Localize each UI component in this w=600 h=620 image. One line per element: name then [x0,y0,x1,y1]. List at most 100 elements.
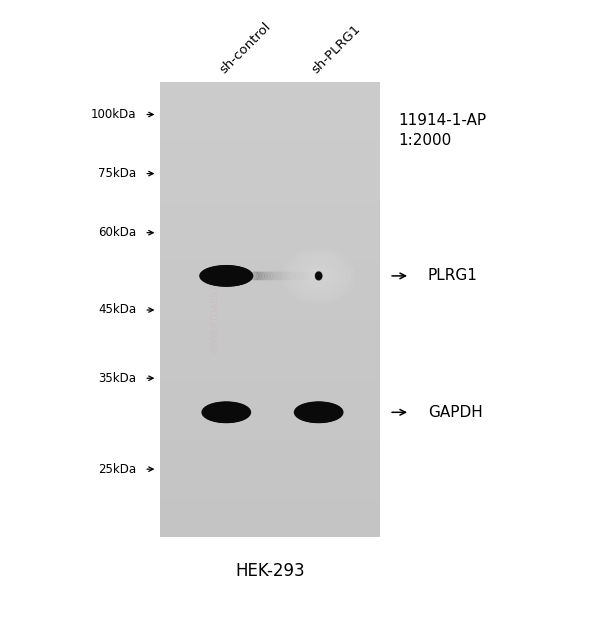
Ellipse shape [201,266,251,286]
Ellipse shape [253,272,262,280]
Ellipse shape [225,275,227,277]
Ellipse shape [295,402,343,423]
Ellipse shape [307,407,331,417]
Ellipse shape [316,272,322,280]
Ellipse shape [316,272,322,280]
Ellipse shape [315,410,323,414]
Ellipse shape [311,409,326,415]
Ellipse shape [315,411,322,414]
Ellipse shape [217,408,236,417]
Text: 45kDa: 45kDa [98,304,137,316]
Ellipse shape [212,270,241,281]
Ellipse shape [295,402,342,422]
Ellipse shape [256,272,265,280]
Ellipse shape [216,272,237,280]
Ellipse shape [206,404,246,421]
Ellipse shape [308,408,329,417]
Ellipse shape [210,270,242,282]
Ellipse shape [214,271,238,281]
Ellipse shape [204,267,248,285]
Text: 25kDa: 25kDa [98,463,137,476]
Ellipse shape [310,409,328,416]
Ellipse shape [220,273,232,278]
Ellipse shape [317,412,320,413]
Ellipse shape [212,406,241,419]
Ellipse shape [218,273,235,279]
Ellipse shape [301,405,336,420]
Ellipse shape [316,273,321,279]
Ellipse shape [212,270,241,281]
Ellipse shape [213,271,239,281]
Ellipse shape [205,404,247,421]
Ellipse shape [217,272,236,280]
Ellipse shape [219,273,233,279]
Ellipse shape [200,265,253,286]
Ellipse shape [209,269,243,283]
Ellipse shape [204,403,248,422]
Ellipse shape [223,411,230,414]
Ellipse shape [222,410,230,414]
Ellipse shape [209,405,243,420]
Ellipse shape [220,273,233,278]
Ellipse shape [310,409,328,416]
Ellipse shape [207,268,245,283]
Ellipse shape [224,412,228,413]
Ellipse shape [305,407,332,418]
Ellipse shape [317,273,320,278]
Ellipse shape [311,409,326,415]
Ellipse shape [316,272,322,280]
Ellipse shape [202,402,250,423]
Ellipse shape [316,272,322,280]
Ellipse shape [205,267,248,285]
Ellipse shape [250,272,259,280]
Ellipse shape [224,275,229,277]
Ellipse shape [215,272,238,280]
Ellipse shape [206,268,247,284]
Text: 75kDa: 75kDa [98,167,137,180]
Ellipse shape [317,273,321,278]
Text: 35kDa: 35kDa [98,372,137,384]
Ellipse shape [317,273,320,278]
Ellipse shape [218,409,234,415]
Ellipse shape [316,273,321,279]
Ellipse shape [307,407,330,417]
Ellipse shape [211,270,242,282]
Ellipse shape [220,409,233,415]
Ellipse shape [223,275,229,277]
Ellipse shape [224,275,229,277]
Ellipse shape [203,267,250,285]
Ellipse shape [314,410,323,414]
Ellipse shape [298,403,340,422]
Ellipse shape [215,272,238,280]
Text: GAPDH: GAPDH [428,405,482,420]
Ellipse shape [317,412,320,413]
Ellipse shape [202,266,251,286]
Ellipse shape [215,408,237,417]
Ellipse shape [210,405,243,419]
Ellipse shape [316,273,321,279]
Ellipse shape [216,272,236,280]
Text: sh-control: sh-control [217,20,274,76]
Ellipse shape [203,402,250,422]
Ellipse shape [205,268,247,284]
Ellipse shape [312,409,325,415]
Ellipse shape [313,410,325,415]
Ellipse shape [316,272,322,280]
Ellipse shape [316,411,321,414]
Ellipse shape [299,404,338,421]
Ellipse shape [300,404,338,420]
Ellipse shape [220,273,233,278]
Ellipse shape [200,266,252,286]
Ellipse shape [225,275,228,277]
Ellipse shape [299,404,338,420]
Ellipse shape [213,407,239,418]
Ellipse shape [203,267,250,285]
Ellipse shape [226,412,227,413]
Ellipse shape [215,407,238,417]
Ellipse shape [302,405,335,419]
Ellipse shape [317,274,320,278]
Ellipse shape [223,411,229,414]
Ellipse shape [304,406,333,419]
Ellipse shape [221,410,232,415]
Ellipse shape [316,273,321,279]
